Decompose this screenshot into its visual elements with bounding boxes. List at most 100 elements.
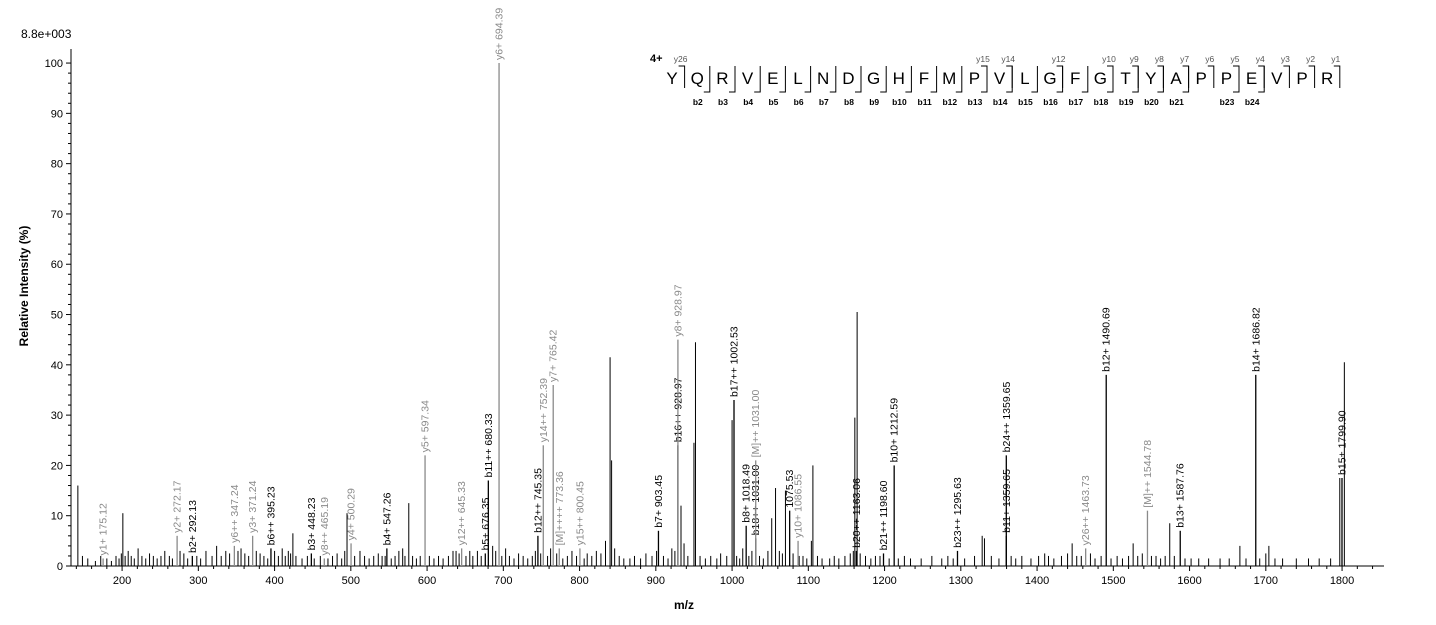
b-ion-marker	[1233, 66, 1240, 93]
peak-label: y8++ 465.19	[319, 497, 331, 556]
peak-label: b23++ 1295.63	[952, 477, 964, 548]
y-ion-label: y10	[1102, 54, 1116, 64]
peak-label: b17++ 1002.53	[729, 326, 741, 397]
peak-label: y8+ 928.97	[672, 284, 684, 336]
b-ion-label: b6	[794, 97, 804, 107]
b-ion-marker	[930, 66, 938, 93]
sequence-residue: V	[742, 69, 754, 88]
y-ion-marker	[1157, 65, 1164, 88]
b-ion-marker	[855, 66, 862, 93]
b-ion-marker	[779, 66, 786, 93]
peak-label: b4+ 547.26	[381, 492, 393, 545]
b-ion-label: b18	[1094, 97, 1109, 107]
b-ion-label: b24	[1245, 97, 1260, 107]
b-ion-marker	[1031, 66, 1038, 93]
x-tick-label: 1400	[1025, 575, 1049, 587]
b-ion-label: b9	[869, 97, 879, 107]
peak-label: [M]++ 1031.00	[750, 390, 762, 458]
b-ion-label: b16	[1043, 97, 1058, 107]
background-peaks	[77, 312, 1345, 566]
y-ion-label: y9	[1130, 54, 1139, 64]
sequence-residue: V	[1271, 69, 1283, 88]
peak-label: y14++ 752.39	[538, 378, 550, 442]
peak-label: y1+ 175.12	[98, 503, 110, 555]
peak-label: b10+ 1212.59	[889, 398, 901, 463]
peak-label: b15+ 1799.90	[1336, 410, 1348, 475]
x-tick-label: 1000	[720, 575, 744, 587]
b-ion-label: b3	[718, 97, 728, 107]
max-intensity-label: 8.8e+003	[21, 27, 72, 41]
sequence-residue: E	[1246, 69, 1257, 88]
b-ion-marker	[829, 66, 837, 93]
x-tick-label: 200	[113, 575, 131, 587]
x-tick-label: 1800	[1330, 575, 1354, 587]
peak-label: y7+ 765.42	[548, 330, 560, 382]
sequence-residue: N	[817, 69, 829, 88]
b-ion-marker	[729, 66, 736, 93]
peak-label: b21++ 1198.60	[878, 480, 890, 550]
y-ion-label: y8	[1155, 54, 1164, 64]
x-tick-label: 900	[647, 575, 665, 587]
b-ion-label: b11	[918, 97, 932, 107]
y-ion-label: y2	[1306, 54, 1315, 64]
peak-label: b12+ 1490.69	[1101, 307, 1113, 372]
y-ion-marker	[981, 65, 988, 88]
b-ion-label: b5	[768, 97, 778, 107]
sequence-residue: L	[1020, 69, 1029, 88]
y-ion-label: y14	[1001, 54, 1015, 64]
peak-label: b2+ 292.13	[187, 500, 199, 553]
y-tick-label: 90	[51, 108, 63, 120]
peak-label: [M]++++ 773.36	[554, 471, 566, 545]
axes: 200 300 400 500 600 700 800 900 1000 1100 1200 1300…	[45, 49, 1384, 587]
peak-label: b20++ 1163.06	[851, 478, 863, 548]
sequence-residue: A	[1170, 69, 1182, 88]
peak-label: b5+ 676.35	[480, 497, 492, 550]
y-tick-label: 60	[51, 259, 63, 271]
y-ion-label: y4	[1256, 54, 1265, 64]
b-ion-label: b10	[892, 97, 907, 107]
sequence-residue: T	[1120, 69, 1130, 88]
x-tick-label: 700	[494, 575, 512, 587]
peak-label: b13+ 1587.76	[1175, 463, 1187, 528]
y-tick-label: 80	[51, 159, 63, 171]
y-ion-marker	[1182, 65, 1190, 88]
y-tick-label: 50	[51, 310, 63, 322]
y-tick-label: 20	[51, 460, 63, 472]
b-ion-marker	[1157, 66, 1164, 93]
b-ion-marker	[1258, 66, 1265, 93]
peak-label: y4+ 500.29	[346, 488, 358, 540]
b-ion-label: b23	[1220, 97, 1235, 107]
b-ion-marker	[955, 66, 963, 93]
y-tick-label: 0	[57, 561, 63, 573]
b-ion-label: b12	[942, 97, 957, 107]
y-axis-title: Relative Intensity (%)	[17, 226, 31, 347]
y-ion-marker	[1132, 65, 1139, 88]
b-ion-label: b8	[844, 97, 854, 107]
sequence-residue: Q	[691, 69, 704, 88]
sequence-residue: V	[994, 69, 1006, 88]
sequence-residue: G	[1043, 69, 1056, 88]
peak-label: y6+ 694.39	[494, 8, 506, 60]
b-ion-label: b17	[1068, 97, 1083, 107]
y-ion-label: y3	[1281, 54, 1290, 64]
sequence-residue: D	[842, 69, 854, 88]
y-ion-marker	[1006, 65, 1013, 88]
y-tick-label: 100	[45, 58, 63, 70]
y-ion-label: y1	[1331, 54, 1340, 64]
b-ion-marker	[880, 66, 887, 93]
b-ion-label: b19	[1119, 97, 1134, 107]
sequence-residue: Y	[1145, 69, 1156, 88]
peak-label: b3+ 448.23	[306, 497, 318, 550]
sequence-residue: G	[1094, 69, 1107, 88]
sequence-residue: P	[1221, 69, 1232, 88]
sequence-residue: P	[1196, 69, 1207, 88]
x-tick-label: 1300	[949, 575, 973, 587]
y-tick-label: 40	[51, 360, 63, 372]
peak-label: b6++ 395.23	[265, 486, 277, 545]
peak-label: y2+ 272.17	[172, 480, 184, 532]
peak-label: y6++ 347.24	[229, 484, 241, 543]
y-ion-label: y26	[674, 54, 688, 64]
b-ion-marker	[703, 66, 711, 93]
peak-label: b12++ 745.35	[532, 468, 544, 533]
